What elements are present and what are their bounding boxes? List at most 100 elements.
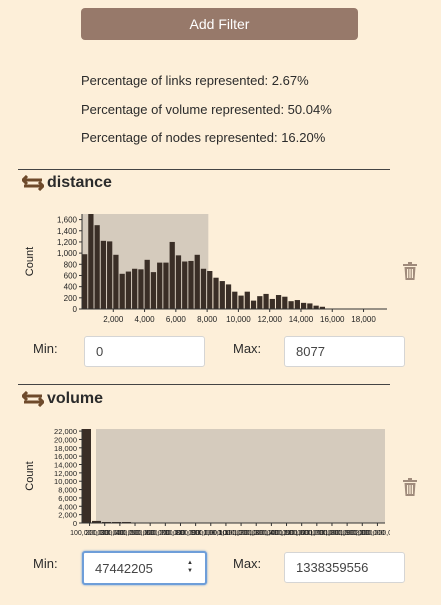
volume-filter-title: volume: [22, 390, 103, 408]
histogram-bar: [94, 225, 100, 309]
x-tick-label: 100,000,000: [70, 530, 109, 537]
x-tick-label: 1,600,000,000: [294, 530, 339, 537]
swap-arrows-icon[interactable]: [22, 175, 44, 191]
histogram-bar: [82, 429, 91, 523]
histogram-bar: [294, 300, 300, 309]
x-tick-label: 18,000: [351, 315, 376, 324]
x-tick-label: 1,400,000,000: [264, 530, 309, 537]
histogram-bar: [175, 255, 182, 309]
histogram-bar: [107, 241, 113, 309]
swap-arrows-icon[interactable]: [22, 391, 44, 407]
selection-brush: [96, 429, 385, 523]
histogram-bar: [113, 254, 119, 309]
volume-min-input[interactable]: 47442205 ▲ ▼: [82, 551, 207, 585]
y-tick-label: 10,000: [54, 477, 77, 486]
x-tick-label: 900,000,000: [191, 530, 230, 537]
volume-percentage-text: Percentage of volume represented: 50.04%: [81, 102, 332, 117]
y-tick-label: 200: [64, 294, 78, 303]
y-tick-label: 18,000: [54, 444, 77, 453]
histogram-bar: [232, 291, 238, 309]
histogram-bar: [238, 295, 244, 309]
x-tick-label: 1,800,000,000: [325, 530, 370, 537]
x-tick-label: 16,000: [320, 315, 345, 324]
histogram-bar: [300, 302, 307, 309]
x-tick-label: 800,000,000: [176, 530, 215, 537]
y-tick-label: 0: [73, 519, 77, 528]
histogram-bar: [269, 298, 275, 309]
y-tick-label: 14,000: [54, 461, 77, 470]
histogram-bar: [144, 259, 150, 309]
volume-min-label: Min:: [33, 556, 58, 571]
y-tick-label: 1,600: [57, 216, 78, 225]
histogram-bar: [275, 295, 282, 309]
x-tick-label: 400,000,000: [116, 530, 155, 537]
histogram-bar: [282, 296, 288, 309]
add-filter-button[interactable]: Add Filter: [81, 8, 358, 40]
volume-histogram[interactable]: 02,0004,0006,0008,00010,00012,00014,0001…: [18, 425, 390, 543]
x-tick-label: 600,000,000: [146, 530, 185, 537]
y-tick-label: 2,000: [58, 511, 77, 520]
section-divider: [18, 169, 390, 170]
x-tick-label: 1,100,000,000: [219, 530, 264, 537]
delete-volume-filter-icon[interactable]: [402, 478, 418, 496]
histogram-bar: [313, 305, 319, 309]
nodes-percentage-text: Percentage of nodes represented: 16.20%: [81, 130, 326, 145]
volume-min-value: 47442205: [95, 560, 153, 576]
volume-title-label: volume: [47, 390, 104, 407]
histogram-bar: [100, 240, 107, 309]
volume-max-input[interactable]: 1338359556: [284, 552, 405, 583]
distance-filter-title: distance: [22, 174, 112, 192]
delete-distance-filter-icon[interactable]: [402, 262, 418, 280]
y-tick-label: 600: [64, 271, 78, 280]
histogram-bar: [219, 281, 225, 309]
x-tick-label: 12,000: [257, 315, 282, 324]
x-tick-label: 1,500,000,000: [279, 530, 324, 537]
y-tick-label: 800: [64, 260, 78, 269]
histogram-bar: [244, 291, 250, 309]
histogram-bar: [92, 520, 101, 523]
x-tick-label: 14,000: [289, 315, 314, 324]
x-tick-label: 200,000,000: [85, 530, 124, 537]
histogram-bar: [288, 301, 294, 309]
y-tick-label: 400: [64, 283, 78, 292]
histogram-bar: [132, 268, 138, 309]
x-tick-label: 1,000,000,000: [204, 530, 249, 537]
distance-min-label: Min:: [33, 341, 58, 356]
links-percentage-text: Percentage of links represented: 2.67%: [81, 73, 309, 88]
histogram-bar: [169, 241, 175, 309]
histogram-bar: [138, 269, 144, 309]
x-tick-label: 10,000: [226, 315, 251, 324]
y-tick-label: 22,000: [54, 427, 77, 436]
histogram-bar: [82, 254, 88, 309]
y-tick-label: 12,000: [54, 469, 77, 478]
distance-max-input[interactable]: 8077: [284, 336, 405, 367]
y-tick-label: 1,200: [57, 238, 78, 247]
histogram-bar: [200, 268, 207, 309]
histogram-bar: [263, 293, 269, 309]
section-divider: [18, 384, 390, 385]
y-tick-label: 0: [73, 305, 78, 314]
x-tick-label: 6,000: [166, 315, 187, 324]
histogram-bar: [163, 262, 169, 309]
number-spinner-icon[interactable]: ▲ ▼: [187, 560, 193, 574]
y-tick-label: 20,000: [54, 435, 77, 444]
histogram-bar: [150, 272, 157, 309]
distance-min-input[interactable]: 0: [84, 336, 205, 367]
histogram-bar: [319, 306, 325, 309]
x-tick-label: 1,700,000,000: [310, 530, 355, 537]
histogram-bar: [194, 254, 200, 309]
y-axis-label: Count: [24, 247, 36, 276]
distance-histogram[interactable]: 0 200 400 600 800 1,000 1,200 1,400 1,600 2,000 4,…: [18, 208, 390, 330]
histogram-bar: [257, 296, 263, 309]
distance-title-label: distance: [47, 174, 112, 191]
x-tick-label: 8,000: [197, 315, 218, 324]
histogram-bar: [225, 284, 232, 309]
x-tick-label: 1,900,000,000: [340, 530, 385, 537]
x-tick-label: 1,300,000,000: [249, 530, 294, 537]
y-tick-label: 16,000: [54, 452, 77, 461]
histogram-bar: [125, 271, 132, 309]
y-tick-label: 8,000: [58, 486, 77, 495]
y-tick-label: 1,400: [57, 227, 78, 236]
x-tick-label: 1,200,000,000: [234, 530, 279, 537]
histogram-bar: [119, 273, 125, 309]
